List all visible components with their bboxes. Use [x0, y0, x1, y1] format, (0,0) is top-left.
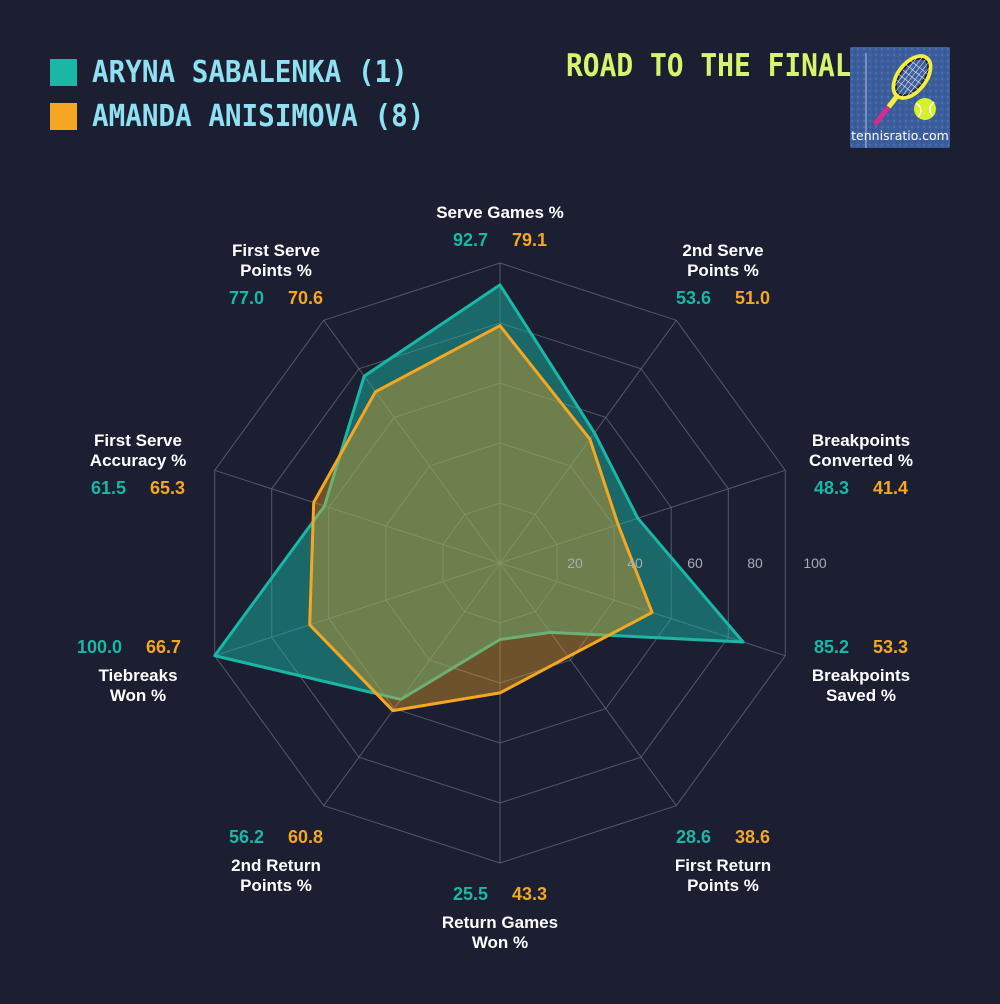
value-label-sabalenka: 100.0 — [77, 637, 122, 657]
value-label-anisimova: 79.1 — [512, 230, 547, 250]
grid-spoke — [323, 320, 501, 564]
axis-label: Breakpoints Saved % — [812, 666, 910, 705]
axis-label-line: Converted % — [809, 451, 913, 470]
logo-text: tennisratio.com — [851, 128, 949, 143]
radial-tick-label: 60 — [687, 555, 703, 571]
value-label-anisimova: 70.6 — [288, 288, 323, 308]
axis-label-line: Saved % — [826, 686, 896, 705]
chart-title: ROAD TO THE FINAL — [566, 48, 852, 84]
value-label-sabalenka: 92.7 — [453, 230, 488, 250]
axis-label-line: Won % — [110, 686, 166, 705]
axis-label: First Serve Accuracy % — [90, 431, 186, 470]
axis-label: Tiebreaks Won % — [98, 666, 177, 705]
radar-grid — [214, 262, 786, 864]
legend-item-anisimova: AMANDA ANISIMOVA (8) — [50, 94, 453, 138]
legend-label: ARYNA SABALENKA (1) — [92, 54, 408, 90]
radial-ticks: 20 40 60 80 100 — [567, 555, 827, 571]
axis-label-line: Return Games — [442, 913, 558, 932]
value-label-anisimova: 60.8 — [288, 827, 323, 847]
axis-label-line: Breakpoints — [812, 431, 910, 450]
value-label-anisimova: 51.0 — [735, 288, 770, 308]
radial-tick-label: 20 — [567, 555, 583, 571]
axis-label: First Serve Points % — [232, 241, 320, 280]
value-label-anisimova: 41.4 — [873, 478, 908, 498]
radial-tick-label: 80 — [747, 555, 763, 571]
axis-label-line: 2nd Return — [231, 856, 321, 875]
value-label-sabalenka: 85.2 — [814, 637, 849, 657]
axis-label: 2nd Serve Points % — [682, 241, 763, 280]
axis-label-line: Points % — [687, 261, 759, 280]
axis-label-line: 2nd Serve — [682, 241, 763, 260]
axis-label: 2nd Return Points % — [231, 856, 321, 895]
grid-spoke — [214, 562, 501, 657]
axis-label: First Return Points % — [675, 856, 771, 895]
grid-spoke — [499, 562, 677, 806]
series-area — [308, 324, 654, 713]
series-area — [213, 283, 745, 701]
axis-label: Serve Games % — [436, 203, 564, 222]
axis-label-line: Serve Games % — [436, 203, 564, 222]
value-label-anisimova: 66.7 — [146, 637, 181, 657]
axis-label-line: First Serve — [94, 431, 182, 450]
value-label-sabalenka: 53.6 — [676, 288, 711, 308]
axis-label-line: Breakpoints — [812, 666, 910, 685]
series-anisimova — [308, 324, 654, 713]
value-label-anisimova: 43.3 — [512, 884, 547, 904]
value-label-anisimova: 38.6 — [735, 827, 770, 847]
legend-label: AMANDA ANISIMOVA (8) — [92, 98, 425, 134]
axis-label-line: First Return — [675, 856, 771, 875]
value-label-anisimova: 53.3 — [873, 637, 908, 657]
axis-label: Breakpoints Converted % — [809, 431, 913, 470]
legend-swatch-sabalenka — [50, 58, 77, 86]
value-label-sabalenka: 25.5 — [453, 884, 488, 904]
grid-spoke — [214, 469, 501, 564]
axis-label: Return Games Won % — [442, 913, 558, 952]
tennis-racket-ball-icon — [850, 47, 950, 148]
value-label-sabalenka: 48.3 — [814, 478, 849, 498]
axis-label-line: Accuracy % — [90, 451, 186, 470]
axis-label-line: Points % — [687, 876, 759, 895]
value-label-sabalenka: 61.5 — [91, 478, 126, 498]
legend-item-sabalenka: ARYNA SABALENKA (1) — [50, 50, 453, 94]
series-sabalenka — [213, 283, 745, 701]
axis-label-line: First Serve — [232, 241, 320, 260]
axis-label-line: Tiebreaks — [98, 666, 177, 685]
axis-label-line: Points % — [240, 876, 312, 895]
value-label-sabalenka: 56.2 — [229, 827, 264, 847]
logo: tennisratio.com — [850, 47, 950, 148]
radial-tick-label: 100 — [803, 555, 827, 571]
grid-spoke — [499, 320, 677, 564]
axis-label-line: Won % — [472, 933, 528, 952]
value-label-sabalenka: 28.6 — [676, 827, 711, 847]
value-label-sabalenka: 77.0 — [229, 288, 264, 308]
axis-label-line: Points % — [240, 261, 312, 280]
grid-spoke — [323, 562, 501, 806]
value-label-anisimova: 65.3 — [150, 478, 185, 498]
grid-spoke — [499, 469, 786, 564]
legend: ARYNA SABALENKA (1) AMANDA ANISIMOVA (8) — [50, 50, 453, 138]
legend-swatch-anisimova — [50, 102, 77, 130]
radial-tick-label: 40 — [627, 555, 643, 571]
